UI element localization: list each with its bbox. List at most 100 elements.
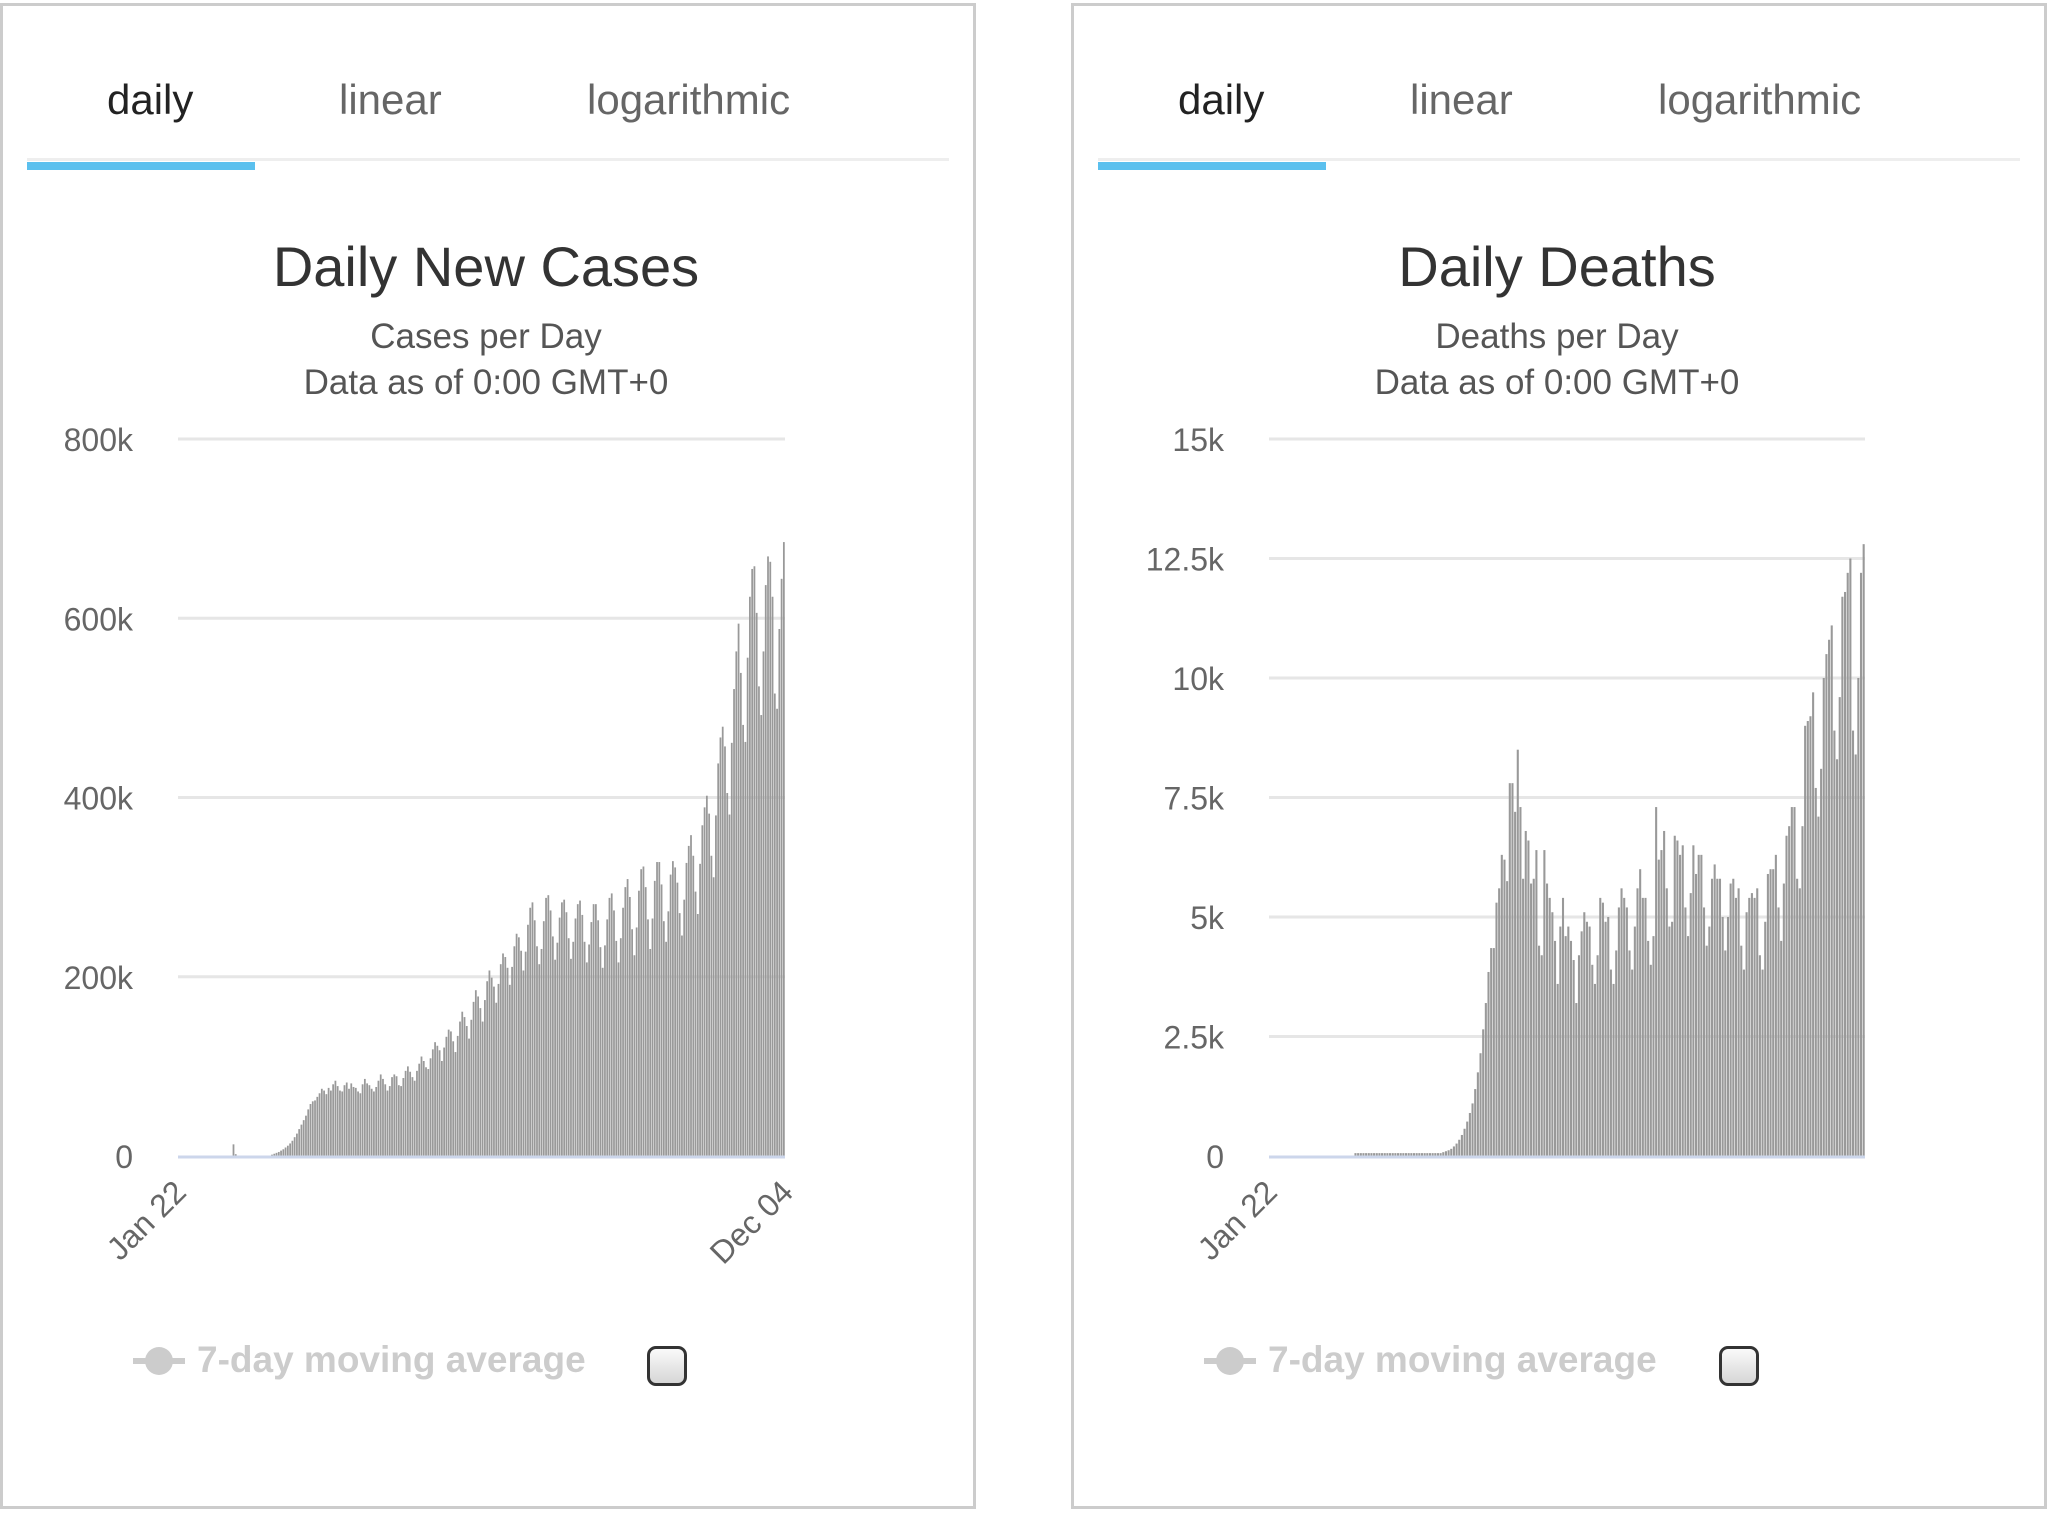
bar[interactable] [1849, 558, 1852, 1157]
bar[interactable] [327, 1087, 330, 1156]
bar[interactable] [762, 651, 765, 1156]
bar[interactable] [343, 1085, 346, 1156]
bar[interactable] [1556, 983, 1559, 1156]
bar[interactable] [751, 568, 754, 1156]
bar[interactable] [336, 1086, 339, 1156]
bar[interactable] [316, 1096, 319, 1156]
bar[interactable] [669, 874, 672, 1156]
bar[interactable] [1641, 897, 1644, 1156]
bar[interactable] [484, 1000, 486, 1156]
bar[interactable] [1692, 845, 1695, 1156]
bar[interactable] [409, 1071, 412, 1156]
bar[interactable] [334, 1080, 337, 1156]
bar[interactable] [436, 1045, 439, 1156]
bar[interactable] [300, 1124, 303, 1156]
bar[interactable] [1857, 678, 1860, 1156]
bar[interactable] [1588, 926, 1591, 1156]
bar[interactable] [450, 1031, 452, 1156]
bar[interactable] [640, 869, 643, 1156]
bar[interactable] [1580, 931, 1583, 1156]
bar[interactable] [533, 920, 536, 1156]
bar[interactable] [540, 948, 543, 1156]
bar[interactable] [1695, 873, 1698, 1156]
bar[interactable] [1644, 897, 1647, 1156]
bar[interactable] [749, 596, 751, 1156]
bar[interactable] [1460, 1134, 1463, 1156]
bar[interactable] [613, 910, 615, 1156]
bar[interactable] [662, 921, 665, 1156]
bar[interactable] [307, 1109, 310, 1156]
bar[interactable] [357, 1091, 359, 1156]
bar[interactable] [769, 561, 772, 1156]
bar[interactable] [1572, 960, 1575, 1156]
bar[interactable] [1689, 893, 1692, 1156]
bar[interactable] [508, 984, 511, 1156]
bar[interactable] [1652, 936, 1655, 1156]
bar[interactable] [1495, 902, 1498, 1156]
bar[interactable] [361, 1084, 364, 1156]
bar[interactable] [672, 861, 674, 1156]
bar[interactable] [490, 977, 493, 1156]
bar[interactable] [554, 959, 556, 1156]
bar[interactable] [536, 946, 538, 1156]
bar[interactable] [1498, 888, 1501, 1156]
bar[interactable] [1798, 888, 1801, 1156]
bar[interactable] [771, 596, 774, 1156]
bar[interactable] [1844, 591, 1847, 1156]
bar[interactable] [1745, 912, 1748, 1156]
bar[interactable] [626, 879, 629, 1156]
bar[interactable] [699, 863, 701, 1156]
bar[interactable] [1734, 897, 1737, 1156]
bar[interactable] [730, 742, 733, 1156]
bar[interactable] [339, 1090, 341, 1156]
bar[interactable] [642, 866, 645, 1156]
bar[interactable] [690, 835, 692, 1156]
bar[interactable] [345, 1082, 348, 1156]
bar[interactable] [608, 897, 611, 1156]
bar[interactable] [1721, 917, 1724, 1156]
bar[interactable] [273, 1153, 276, 1156]
bar[interactable] [1617, 907, 1620, 1156]
bar[interactable] [547, 895, 550, 1156]
bar[interactable] [1503, 859, 1506, 1156]
bar[interactable] [1742, 969, 1745, 1156]
bar[interactable] [1676, 840, 1679, 1156]
bar[interactable] [549, 910, 552, 1156]
bar[interactable] [1671, 921, 1674, 1156]
bar[interactable] [1716, 878, 1719, 1156]
bar[interactable] [1463, 1128, 1466, 1156]
bar[interactable] [1444, 1151, 1447, 1156]
tab-daily[interactable]: daily [1178, 76, 1265, 123]
bar[interactable] [289, 1143, 291, 1156]
bar[interactable] [694, 891, 697, 1156]
bar[interactable] [653, 880, 656, 1156]
bar[interactable] [717, 763, 720, 1156]
bar[interactable] [359, 1093, 362, 1156]
bar[interactable] [402, 1078, 405, 1156]
bar[interactable] [755, 612, 758, 1156]
bar[interactable] [767, 556, 769, 1156]
bar[interactable] [1479, 1053, 1482, 1156]
bar[interactable] [579, 900, 581, 1156]
bar[interactable] [599, 947, 602, 1156]
bar[interactable] [1636, 888, 1639, 1156]
bar[interactable] [776, 708, 778, 1156]
bar[interactable] [715, 815, 717, 1156]
bar[interactable] [418, 1063, 421, 1156]
bar[interactable] [692, 855, 695, 1156]
bar[interactable] [1434, 1153, 1437, 1156]
bar[interactable] [422, 1061, 425, 1156]
tab-linear[interactable]: linear [1410, 76, 1513, 123]
bar[interactable] [1687, 936, 1690, 1156]
bar[interactable] [638, 890, 640, 1156]
bar[interactable] [758, 686, 760, 1156]
bar[interactable] [363, 1078, 366, 1156]
bar[interactable] [1500, 854, 1503, 1156]
bar[interactable] [1482, 1029, 1485, 1156]
bar[interactable] [1713, 864, 1716, 1156]
bar[interactable] [1420, 1153, 1424, 1156]
bar[interactable] [590, 922, 593, 1156]
bar[interactable] [1631, 969, 1634, 1156]
bar[interactable] [325, 1094, 328, 1156]
bar[interactable] [1564, 936, 1567, 1156]
